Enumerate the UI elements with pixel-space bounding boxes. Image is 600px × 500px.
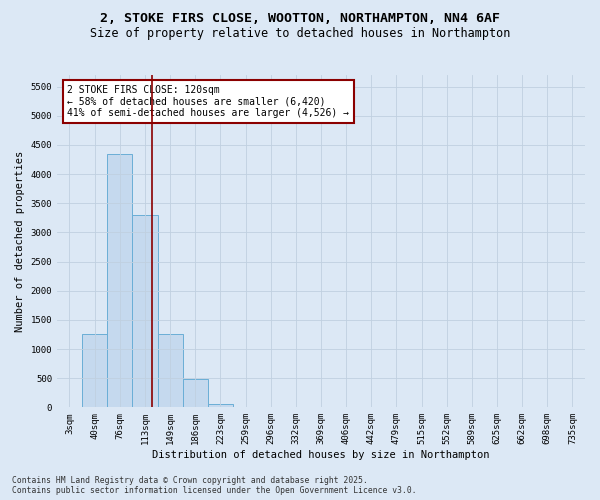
- Text: Contains HM Land Registry data © Crown copyright and database right 2025.
Contai: Contains HM Land Registry data © Crown c…: [12, 476, 416, 495]
- Bar: [158, 334, 182, 407]
- Y-axis label: Number of detached properties: Number of detached properties: [15, 150, 25, 332]
- Bar: [107, 154, 133, 408]
- Bar: [208, 404, 233, 407]
- Text: 2 STOKE FIRS CLOSE: 120sqm
← 58% of detached houses are smaller (6,420)
41% of s: 2 STOKE FIRS CLOSE: 120sqm ← 58% of deta…: [67, 85, 349, 118]
- Bar: [82, 334, 107, 407]
- Text: 2, STOKE FIRS CLOSE, WOOTTON, NORTHAMPTON, NN4 6AF: 2, STOKE FIRS CLOSE, WOOTTON, NORTHAMPTO…: [100, 12, 500, 26]
- Bar: [133, 215, 158, 408]
- Bar: [233, 407, 258, 408]
- X-axis label: Distribution of detached houses by size in Northampton: Distribution of detached houses by size …: [152, 450, 490, 460]
- Bar: [182, 379, 208, 408]
- Text: Size of property relative to detached houses in Northampton: Size of property relative to detached ho…: [90, 28, 510, 40]
